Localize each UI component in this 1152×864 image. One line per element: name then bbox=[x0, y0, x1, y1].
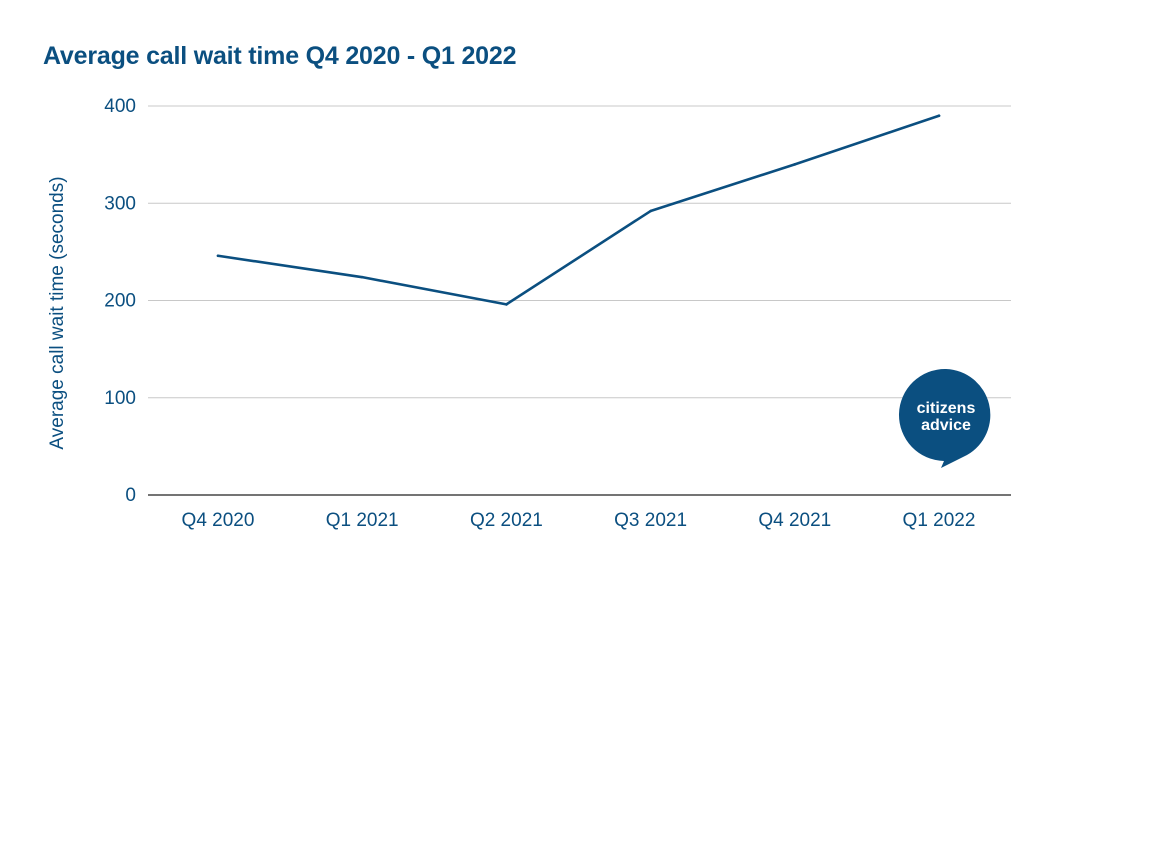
x-tick-label: Q2 2021 bbox=[470, 510, 543, 531]
series-layer bbox=[216, 114, 941, 306]
x-tick-label: Q3 2021 bbox=[614, 510, 687, 531]
y-tick-label: 300 bbox=[104, 193, 136, 214]
data-point bbox=[505, 303, 508, 306]
logo-text-line2: advice bbox=[921, 417, 971, 434]
y-tick-label: 0 bbox=[125, 485, 136, 506]
y-axis-label: Average call wait time (seconds) bbox=[47, 176, 68, 449]
data-point bbox=[360, 275, 364, 279]
data-point bbox=[793, 163, 797, 166]
data-point bbox=[216, 254, 220, 258]
citizens-advice-logo: citizens advice bbox=[898, 368, 991, 468]
y-tick-label: 100 bbox=[104, 388, 136, 409]
chart-title: Average call wait time Q4 2020 - Q1 2022 bbox=[43, 42, 517, 70]
data-point bbox=[649, 209, 652, 213]
x-tick-label: Q1 2021 bbox=[326, 510, 399, 531]
y-axis-ticks: 0 100 200 300 400 bbox=[104, 96, 136, 506]
series-line bbox=[216, 114, 941, 306]
data-point bbox=[937, 114, 941, 118]
gridlines bbox=[148, 105, 1011, 496]
logo-text-line1: citizens bbox=[917, 400, 976, 417]
x-axis-ticks: Q4 2020 Q1 2021 Q2 2021 Q3 2021 Q4 2021 Q1 20… bbox=[182, 510, 976, 531]
x-tick-label: Q4 2021 bbox=[758, 510, 831, 531]
x-tick-label: Q1 2022 bbox=[903, 510, 976, 531]
y-tick-label: 400 bbox=[104, 96, 136, 117]
logo-speech-bubble-icon bbox=[898, 368, 991, 468]
y-tick-label: 200 bbox=[104, 291, 136, 312]
x-tick-label: Q4 2020 bbox=[182, 510, 255, 531]
